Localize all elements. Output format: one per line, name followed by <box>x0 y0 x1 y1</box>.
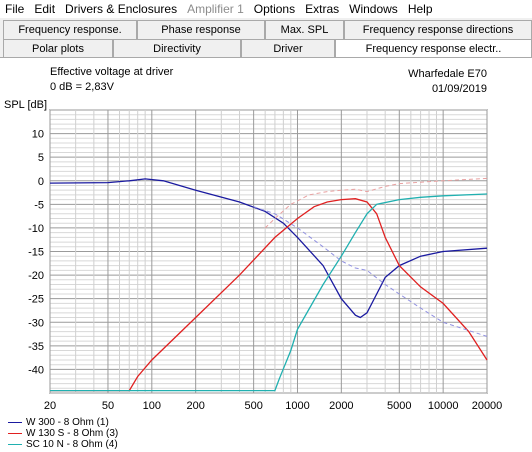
legend-item: W 300 - 8 Ohm (1) <box>8 417 118 428</box>
x-tick-label: 20000 <box>472 400 503 412</box>
menu-file[interactable]: File <box>5 2 25 16</box>
x-tick-label: 500 <box>244 400 262 412</box>
chart-legend: W 300 - 8 Ohm (1) W 130 S - 8 Ohm (3) SC 1… <box>8 417 118 450</box>
x-tick-label: 100 <box>143 400 161 412</box>
tab-divider <box>0 57 532 58</box>
x-tick-label: 20 <box>44 400 56 412</box>
menu-bar: File Edit Drivers & Enclosures Amplifier 1 O… <box>0 0 532 18</box>
chart-header-right-line1: Wharfedale E70 <box>408 68 487 80</box>
tab-driver[interactable]: Driver <box>241 39 335 58</box>
menu-amplifier-1[interactable]: Amplifier 1 <box>187 2 244 16</box>
menu-options[interactable]: Options <box>253 2 296 16</box>
series-line-1 <box>50 198 488 392</box>
y-tick-label: -20 <box>28 270 44 282</box>
series-line-3 <box>264 177 488 229</box>
tab-polar-plots[interactable]: Polar plots <box>3 39 113 58</box>
tab-phase-response[interactable]: Phase response <box>137 20 265 39</box>
y-tick-label: -25 <box>28 294 44 306</box>
x-tick-label: 50 <box>102 400 114 412</box>
menu-edit[interactable]: Edit <box>34 2 56 16</box>
chart-header-left-line1: Effective voltage at driver <box>50 66 174 78</box>
y-tick-label: -30 <box>28 317 44 329</box>
y-tick-label: 5 <box>38 152 44 164</box>
x-tick-label: 1000 <box>285 400 309 412</box>
y-tick-label: -5 <box>34 199 44 211</box>
legend-item: SC 10 N - 8 Ohm (4) <box>8 439 118 450</box>
tab-strip: Frequency response. Phase response Max. SP… <box>0 18 532 58</box>
legend-swatch <box>8 444 22 445</box>
legend-swatch <box>8 433 22 434</box>
legend-label: W 300 - 8 Ohm (1) <box>26 417 109 428</box>
series-line-0 <box>49 178 488 319</box>
series-line-4 <box>253 206 488 337</box>
tab-max-spl[interactable]: Max. SPL <box>265 20 344 39</box>
legend-item: W 130 S - 8 Ohm (3) <box>8 428 118 439</box>
legend-label: W 130 S - 8 Ohm (3) <box>26 428 119 439</box>
tab-frequency-response[interactable]: Frequency response. <box>3 20 137 39</box>
x-tick-label: 10000 <box>428 400 459 412</box>
y-tick-label: -10 <box>28 223 44 235</box>
x-tick-label: 5000 <box>387 400 411 412</box>
series-line-2 <box>50 193 488 392</box>
chart-header-right-line2: 01/09/2019 <box>431 83 487 95</box>
menu-windows[interactable]: Windows <box>349 2 398 16</box>
y-tick-label: 0 <box>38 176 44 188</box>
x-tick-label: 2000 <box>329 400 353 412</box>
y-axis-label: SPL [dB] <box>4 99 47 111</box>
y-tick-label: -40 <box>28 364 44 376</box>
y-tick-label: -35 <box>28 341 44 353</box>
menu-drivers-enclosures[interactable]: Drivers & Enclosures <box>65 2 178 16</box>
tab-directivity[interactable]: Directivity <box>113 39 241 58</box>
legend-label: SC 10 N - 8 Ohm (4) <box>26 439 118 450</box>
chart-header-left-line2: 0 dB = 2,83V <box>50 81 114 93</box>
legend-swatch <box>8 422 22 423</box>
y-tick-label: -15 <box>28 247 44 259</box>
tab-frequency-response-directions[interactable]: Frequency response directions <box>344 20 532 39</box>
menu-extras[interactable]: Extras <box>305 2 340 16</box>
menu-help[interactable]: Help <box>407 2 433 16</box>
x-tick-label: 200 <box>186 400 204 412</box>
y-tick-label: 10 <box>32 129 44 141</box>
